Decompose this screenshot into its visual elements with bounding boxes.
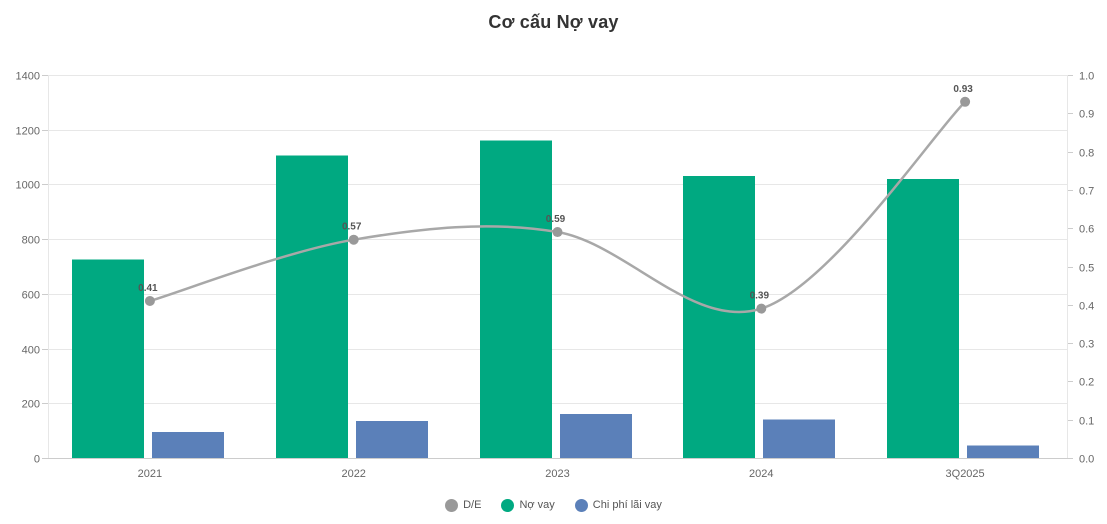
de-point-2022[interactable]	[348, 234, 359, 245]
y-axis-right-label: 0.0	[1079, 454, 1094, 466]
bar-chi-phi-lai-vay-2023[interactable]	[560, 414, 632, 458]
y-axis-right-label: 1.0	[1079, 71, 1094, 83]
y-axis-right-label: 0.5	[1079, 263, 1094, 275]
x-axis-label-2022: 2022	[341, 468, 365, 480]
de-point-label: 0.57	[342, 222, 362, 233]
de-point-3Q2025[interactable]	[960, 96, 971, 107]
legend-label-de: D/E	[463, 499, 482, 511]
x-axis-label-3Q2025: 3Q2025	[946, 468, 985, 480]
x-axis-label-2023: 2023	[545, 468, 569, 480]
de-line	[149, 100, 966, 314]
bar-no-vay-2024[interactable]	[683, 176, 755, 458]
legend: D/E Nợ vay Chi phí lãi vay	[0, 492, 1107, 518]
bar-no-vay-2021[interactable]	[72, 259, 144, 458]
bar-no-vay-2022[interactable]	[276, 155, 348, 459]
y-axis-left-label: 800	[22, 235, 40, 247]
de-point-2021[interactable]	[144, 295, 155, 306]
y-axis-right-label: 0.1	[1079, 416, 1094, 428]
x-axis-label-2024: 2024	[749, 468, 773, 480]
chi-phi-lai-vay-marker-icon	[574, 498, 588, 512]
legend-item-chi-phi-lai-vay[interactable]: Chi phí lãi vay	[574, 498, 662, 512]
legend-item-de[interactable]: D/E	[445, 498, 482, 512]
de-point-label: 0.93	[953, 84, 973, 95]
y-axis-right-label: 0.8	[1079, 148, 1094, 160]
y-axis-left-label: 1000	[16, 180, 40, 192]
no-vay-marker-icon	[501, 498, 515, 512]
legend-label-chi-phi-lai-vay: Chi phí lãi vay	[592, 499, 662, 511]
bar-chi-phi-lai-vay-3Q2025[interactable]	[967, 445, 1039, 458]
x-axis-label-2021: 2021	[138, 468, 162, 480]
bar-no-vay-2023[interactable]	[480, 140, 552, 458]
bar-chi-phi-lai-vay-2021[interactable]	[152, 432, 224, 458]
de-point-label: 0.39	[750, 291, 770, 302]
de-point-2024[interactable]	[756, 303, 767, 314]
bar-chi-phi-lai-vay-2022[interactable]	[356, 421, 428, 458]
de-point-label: 0.59	[546, 214, 566, 225]
y-axis-right-label: 0.7	[1079, 186, 1094, 198]
y-axis-left-label: 200	[22, 399, 40, 411]
y-axis-right-label: 0.6	[1079, 224, 1094, 236]
legend-item-no-vay[interactable]: Nợ vay	[501, 498, 555, 512]
y-axis-left-label: 600	[22, 290, 40, 302]
de-point-2023[interactable]	[552, 227, 563, 238]
y-axis-right-label: 0.3	[1079, 339, 1094, 351]
y-axis-left-label: 400	[22, 345, 40, 357]
bar-chi-phi-lai-vay-2024[interactable]	[763, 419, 835, 458]
de-point-label: 0.41	[138, 283, 158, 294]
bar-no-vay-3Q2025[interactable]	[887, 178, 959, 458]
y-axis-left-label: 1400	[16, 71, 40, 83]
y-axis-right-label: 0.4	[1079, 301, 1094, 313]
chart-title: Cơ cấu Nợ vay	[488, 12, 619, 32]
y-axis-right-label: 0.2	[1079, 377, 1094, 389]
y-axis-right-label: 0.9	[1079, 109, 1094, 121]
y-axis-left-label: 1200	[16, 126, 40, 138]
y-axis-left-label: 0	[34, 454, 40, 466]
de-marker-icon	[445, 498, 459, 512]
legend-label-no-vay: Nợ vay	[519, 499, 555, 511]
